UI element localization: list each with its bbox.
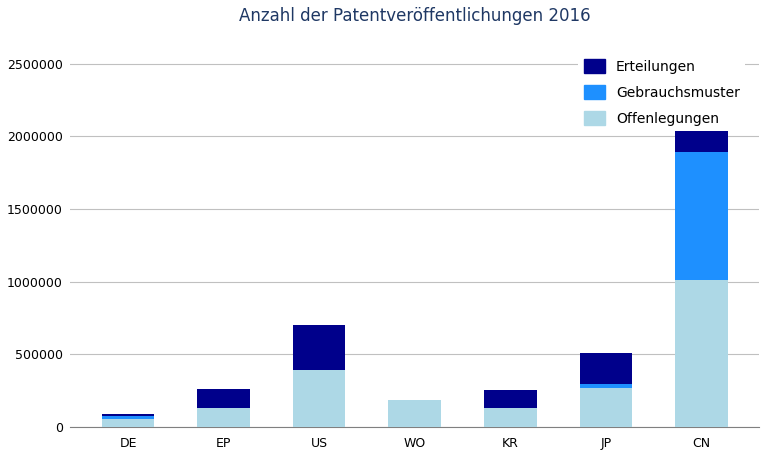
Bar	[198, 389, 250, 408]
Bar	[102, 414, 154, 416]
Bar	[580, 353, 632, 384]
Bar	[388, 400, 441, 427]
Bar	[102, 416, 154, 419]
Bar	[675, 97, 728, 152]
Bar	[580, 388, 632, 427]
Bar	[102, 419, 154, 427]
Bar	[293, 325, 345, 370]
Legend: Erteilungen, Gebrauchsmuster, Offenlegungen: Erteilungen, Gebrauchsmuster, Offenlegun…	[578, 53, 745, 131]
Bar	[580, 384, 632, 388]
Title: Anzahl der Patentveröffentlichungen 2016: Anzahl der Patentveröffentlichungen 2016	[239, 7, 591, 25]
Bar	[675, 280, 728, 427]
Bar	[484, 390, 537, 408]
Bar	[484, 408, 537, 427]
Bar	[675, 152, 728, 280]
Bar	[198, 408, 250, 427]
Bar	[293, 370, 345, 427]
